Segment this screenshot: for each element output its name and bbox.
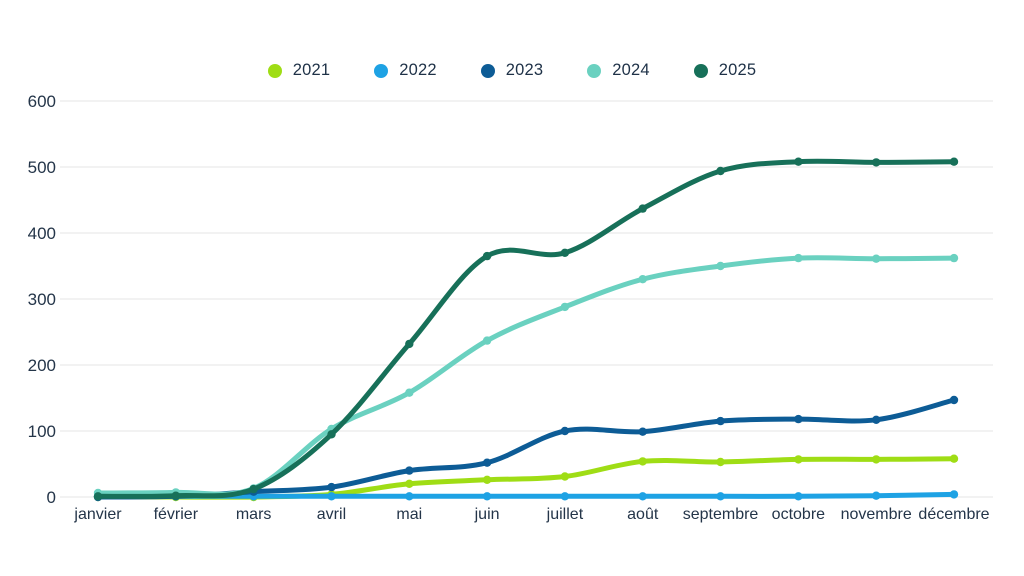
legend-item-2025[interactable]: 2025 <box>693 61 757 80</box>
data-point-2025 <box>482 251 492 261</box>
legend-item-2021[interactable]: 2021 <box>267 61 331 80</box>
data-point-2022 <box>482 492 492 501</box>
x-tick-label: janvier <box>73 506 122 523</box>
data-point-2025 <box>405 339 414 349</box>
data-point-2024 <box>560 302 570 312</box>
x-tick-label: octobre <box>772 506 825 523</box>
y-tick-label: 600 <box>28 92 56 111</box>
data-point-2025 <box>872 158 881 167</box>
legend-dot-2022 <box>374 63 389 78</box>
x-tick-label: avril <box>317 506 346 523</box>
data-point-2023 <box>872 415 881 424</box>
x-tick-label: février <box>154 506 199 523</box>
legend-dot-2025 <box>693 63 708 78</box>
data-point-2024 <box>872 254 881 263</box>
legend-item-2022[interactable]: 2022 <box>374 61 437 80</box>
data-point-2022 <box>949 490 959 499</box>
data-point-2022 <box>638 492 647 501</box>
legend-label-2025: 2025 <box>718 61 757 79</box>
legend-item-2024[interactable]: 2024 <box>587 61 650 80</box>
data-point-2024 <box>638 275 647 284</box>
data-point-2022 <box>794 492 803 501</box>
legend-dot-2024 <box>587 63 602 78</box>
legend-label-2021: 2021 <box>292 61 331 79</box>
data-point-2023 <box>482 458 492 467</box>
x-axis-ticks: janvier février mars avril mai juin juillet aoû… <box>73 506 989 523</box>
legend-item-2023[interactable]: 2023 <box>480 61 544 80</box>
data-point-2025 <box>949 157 959 166</box>
gridlines <box>60 100 993 498</box>
data-point-2023 <box>638 427 647 436</box>
x-tick-label: décembre <box>918 506 989 523</box>
y-axis-ticks: 0 100 200 300 400 500 600 <box>28 92 56 507</box>
x-tick-label: juillet <box>546 506 584 523</box>
data-point-2022 <box>327 492 336 501</box>
x-tick-label: août <box>627 506 659 523</box>
data-point-2023 <box>716 416 725 426</box>
data-point-2023 <box>794 414 803 424</box>
data-point-2024 <box>794 253 803 263</box>
data-point-2023 <box>560 426 570 436</box>
data-point-2025 <box>638 204 647 213</box>
data-point-2021 <box>716 457 725 467</box>
y-tick-label: 400 <box>28 224 56 243</box>
data-point-2025 <box>716 166 725 176</box>
data-point-2022 <box>872 491 881 500</box>
data-point-2024 <box>405 388 414 397</box>
y-tick-label: 0 <box>47 488 56 507</box>
data-point-2024 <box>482 336 492 345</box>
legend-dot-2021 <box>267 63 282 78</box>
data-point-2022 <box>716 492 725 501</box>
data-point-2021 <box>638 457 647 466</box>
data-point-2025 <box>249 484 258 494</box>
chart-legend: 2021 2022 2023 2024 2025 <box>0 61 1024 80</box>
y-tick-label: 500 <box>28 158 56 177</box>
data-point-2022 <box>560 492 570 501</box>
series-line-2023 <box>95 397 957 500</box>
x-tick-label: mai <box>396 506 422 523</box>
y-tick-label: 100 <box>28 422 56 441</box>
data-point-2022 <box>405 492 414 501</box>
x-tick-label: mars <box>236 506 272 523</box>
data-point-2021 <box>872 455 881 464</box>
data-point-2023 <box>949 395 959 405</box>
data-point-2025 <box>93 492 103 501</box>
x-tick-label: septembre <box>683 506 759 523</box>
legend-label-2024: 2024 <box>612 61 650 79</box>
data-point-2023 <box>327 482 336 492</box>
data-point-2021 <box>949 454 959 463</box>
series-2023 <box>93 395 959 502</box>
data-point-2024 <box>716 261 725 271</box>
data-point-2025 <box>171 491 180 500</box>
legend-label-2022: 2022 <box>399 61 437 79</box>
x-tick-label: novembre <box>841 506 912 523</box>
x-tick-label: juin <box>474 506 500 523</box>
data-point-2021 <box>405 479 414 488</box>
data-point-2021 <box>560 472 570 481</box>
data-point-2024 <box>949 253 959 263</box>
data-point-2023 <box>405 466 414 475</box>
data-point-2025 <box>560 248 570 257</box>
series-line-2022 <box>95 491 957 499</box>
legend-dot-2023 <box>480 63 495 78</box>
legend-label-2023: 2023 <box>505 61 544 79</box>
data-point-2021 <box>794 455 803 464</box>
data-point-2025 <box>327 430 336 439</box>
y-tick-label: 200 <box>28 356 56 375</box>
y-tick-label: 300 <box>28 290 56 309</box>
series-2025 <box>93 157 959 501</box>
data-point-2025 <box>794 157 803 166</box>
data-point-2021 <box>482 475 492 484</box>
